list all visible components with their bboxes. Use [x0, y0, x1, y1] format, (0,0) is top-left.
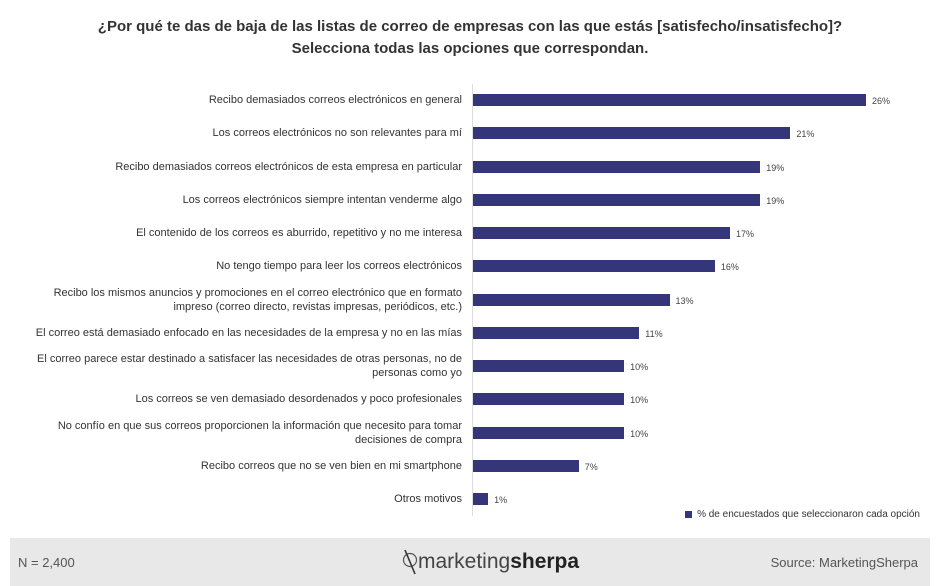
bar — [473, 360, 625, 372]
bar — [473, 326, 640, 339]
bar — [473, 127, 791, 140]
data-label: 19% — [766, 162, 785, 173]
bar — [473, 193, 761, 206]
sample-size: N = 2,400 — [18, 555, 75, 570]
source: Source: MarketingSherpa — [770, 555, 918, 570]
bar — [473, 293, 670, 306]
bar — [473, 393, 625, 406]
category-label: Los correos electrónicos no son relevant… — [212, 127, 462, 140]
data-label: 26% — [872, 96, 891, 106]
data-label: 10% — [630, 395, 649, 406]
data-label: 7% — [584, 461, 598, 472]
data-label: 11% — [645, 328, 663, 339]
bar — [473, 426, 625, 439]
category-label: Recibo demasiados correos electrónicos e… — [208, 94, 462, 106]
footer: N = 2,400 marketing sherpa Source: Market… — [10, 538, 930, 586]
bar — [473, 493, 489, 505]
legend-label: % de encuestados que seleccionaron cada … — [697, 509, 920, 520]
bar-chart: Recibo demasiados correos electrónicos e… — [35, 84, 891, 516]
category-label: Los correos electrónicos siempre intenta… — [182, 193, 462, 206]
y-axis-line — [472, 84, 473, 516]
data-label: 13% — [675, 295, 694, 306]
data-label: 17% — [735, 229, 754, 239]
category-label: El correo está demasiado enfocado en las… — [35, 326, 462, 339]
bar — [473, 227, 730, 239]
category-label: Los correos se ven demasiado desordenado… — [135, 393, 462, 406]
category-label: No tengo tiempo para leer los correos el… — [216, 260, 462, 273]
category-label: Recibo los mismos anuncios y promociones… — [53, 286, 462, 313]
category-label: El correo parece estar destinado a satis… — [37, 353, 462, 379]
chart-title: ¿Por qué te das de baja de las listas de… — [97, 18, 843, 57]
bar — [473, 160, 761, 173]
category-label: No confío en que sus correos proporcione… — [57, 419, 462, 446]
data-label: 16% — [720, 262, 739, 273]
category-label: Recibo demasiados correos electrónicos d… — [115, 160, 462, 173]
data-label: 10% — [630, 362, 649, 372]
data-label: 21% — [796, 129, 815, 140]
data-label: 1% — [494, 495, 508, 505]
data-label: 19% — [766, 195, 785, 206]
bar — [473, 94, 866, 106]
legend: % de encuestados que seleccionaron cada … — [685, 509, 920, 520]
bar — [473, 459, 579, 472]
legend-swatch — [685, 511, 693, 518]
bar — [473, 260, 715, 273]
marketingsherpa-logo: marketing sherpa — [402, 548, 579, 576]
compass-icon — [402, 549, 418, 575]
category-label: Recibo correos que no se ven bien en mi … — [200, 459, 462, 472]
category-label: El contenido de los correos es aburrido,… — [136, 227, 462, 239]
data-label: 10% — [630, 428, 649, 439]
category-label: Otros motivos — [394, 493, 462, 505]
